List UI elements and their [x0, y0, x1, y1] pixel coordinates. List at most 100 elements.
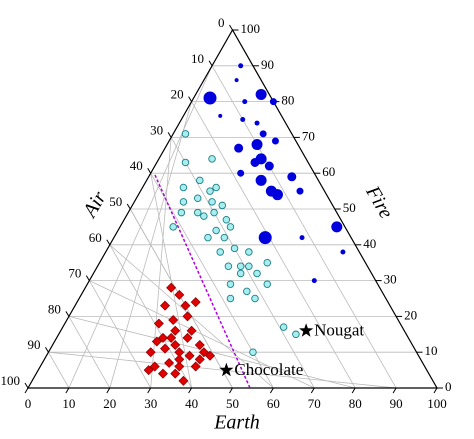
diamond-point — [174, 289, 185, 300]
grid-line — [170, 137, 315, 389]
fire-tick-label: 100 — [241, 21, 261, 36]
earth-tick-label: 20 — [103, 396, 116, 411]
air-axis-title: Air — [78, 188, 111, 223]
air-tick-label: 10 — [191, 51, 204, 66]
circle-point — [196, 176, 204, 185]
diamond-point — [168, 314, 179, 325]
earth-tick — [24, 387, 29, 394]
earth-tick — [229, 387, 233, 394]
earth-tick — [433, 387, 438, 394]
diamond-point — [166, 282, 177, 293]
circle-point — [193, 208, 202, 217]
circle-point — [208, 155, 216, 163]
bubble-point — [271, 137, 279, 145]
circle-point — [208, 198, 216, 206]
bubble-point — [296, 187, 304, 195]
circle-point — [210, 208, 218, 217]
air-tick-label: 40 — [130, 158, 143, 173]
earth-tick-label: 0 — [25, 396, 32, 411]
air-tick-label: 50 — [109, 194, 122, 209]
earth-tick — [106, 387, 111, 394]
earth-tick — [147, 387, 152, 394]
circle-point — [224, 262, 233, 271]
circle-point — [226, 280, 235, 288]
fire-tick-label: 60 — [322, 164, 335, 179]
circle-point — [226, 223, 235, 231]
star-marker — [219, 362, 234, 377]
bubble-point — [250, 157, 260, 167]
air-tick-label: 80 — [48, 301, 61, 316]
air-tick — [188, 96, 193, 102]
air-tick — [106, 239, 111, 246]
annotation-label: Nougat — [314, 321, 364, 340]
air-tick-label: 30 — [150, 122, 163, 137]
diamond-point — [182, 332, 193, 343]
diamond-point — [151, 336, 162, 347]
air-tick — [229, 24, 233, 31]
diamond-point — [143, 365, 154, 376]
circle-point — [181, 130, 190, 138]
earth-tick-label: 50 — [226, 396, 239, 411]
air-tick-label: 0 — [218, 15, 225, 30]
circle-point — [216, 248, 224, 256]
bubble-point — [287, 172, 297, 182]
bubble-point — [258, 231, 272, 245]
bubble-point — [237, 169, 245, 177]
circle-point — [206, 187, 214, 195]
diamond-point — [174, 361, 185, 372]
diamond-point — [182, 311, 193, 322]
circle-point — [253, 269, 261, 278]
diamond-point — [190, 297, 201, 308]
circle-point — [279, 323, 288, 331]
circle-point — [200, 212, 208, 220]
fire-tick-label: 0 — [445, 379, 452, 394]
air-tick-label: 100 — [1, 373, 21, 388]
bubble-point — [238, 63, 244, 69]
grid-line — [191, 101, 356, 389]
diamond-point — [194, 340, 205, 351]
circle-point — [263, 258, 272, 267]
bubble-point — [271, 189, 283, 201]
fire-tick-label: 70 — [302, 128, 315, 143]
annotation-label: Chocolate — [234, 360, 303, 379]
circle-point — [222, 215, 231, 224]
earth-axis-title: Earth — [213, 412, 260, 434]
diamond-point — [149, 361, 160, 372]
diamond-point — [153, 318, 164, 329]
diamond-point — [194, 354, 205, 365]
diamond-point — [178, 375, 189, 386]
diamond-point — [170, 325, 181, 336]
earth-tick-label: 100 — [427, 396, 447, 411]
earth-tick-label: 90 — [390, 396, 403, 411]
diamond-point — [198, 347, 209, 358]
earth-tick-label: 80 — [349, 396, 362, 411]
earth-tick — [310, 387, 315, 394]
diamond-point — [170, 340, 181, 351]
earth-tick — [392, 387, 397, 394]
earth-tick — [188, 387, 193, 394]
circle-point — [220, 233, 229, 242]
earth-tick-label: 60 — [267, 396, 280, 411]
fire-axis-title: Fire — [361, 181, 397, 222]
fire-tick-label: 20 — [404, 307, 417, 322]
bubble-point — [340, 249, 346, 255]
circle-point — [226, 294, 235, 303]
bubble-point — [255, 174, 267, 186]
grid-line — [68, 316, 111, 389]
air-tick — [24, 382, 29, 389]
fire-tick-label: 50 — [343, 200, 356, 215]
bubble-point — [251, 139, 263, 151]
air-tick-label: 60 — [89, 230, 102, 245]
air-tick-label: 20 — [171, 87, 184, 102]
fire-tick-label: 90 — [261, 57, 274, 72]
air-tick — [147, 167, 152, 174]
diamond-point — [180, 300, 191, 311]
circle-point — [243, 287, 251, 296]
circle-point — [177, 208, 186, 217]
star-marker — [299, 323, 314, 337]
diamond-point — [157, 368, 168, 379]
grid-line — [48, 352, 70, 389]
circle-point — [204, 233, 212, 242]
axes: 0 10 20 30 40 50 60 70 80 90 100010203040506070809… — [1, 15, 452, 411]
